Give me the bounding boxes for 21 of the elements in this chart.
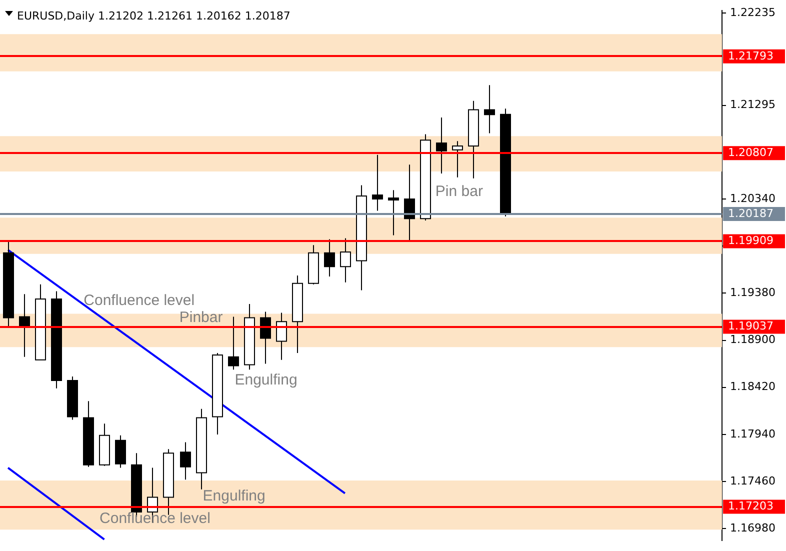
annotation: Pinbar [179,308,223,326]
y-tick-label: 1.22235 [730,6,776,19]
y-tick-label: 1.21295 [730,98,776,112]
annotation: Pin bar [435,183,483,200]
y-tick-label: 1.19380 [730,286,776,300]
annotation: Engulfing [234,372,298,389]
y-tick-label: 1.16980 [730,521,776,534]
y-tick-label: 1.18900 [730,333,776,346]
ref-line-label: 1.19037 [728,320,774,333]
ref-line-label: 1.20807 [728,146,774,160]
ref-line-label: 1.20187 [728,206,774,220]
y-tick-label: 1.18420 [730,380,776,394]
chart-title: EURUSD,Daily 1.21202 1.21261 1.20162 1.20187 [17,9,290,22]
ref-line-label: 1.19909 [728,234,774,248]
annotation: Engulfing [202,487,266,504]
ref-line-label: 1.17203 [728,500,774,513]
ref-line-label: 1.21793 [728,49,774,62]
y-tick-label: 1.20340 [730,192,776,205]
y-tick-label: 1.17460 [730,474,776,488]
y-tick-label: 1.17940 [730,427,776,440]
annotation: Confluence level [84,292,195,310]
